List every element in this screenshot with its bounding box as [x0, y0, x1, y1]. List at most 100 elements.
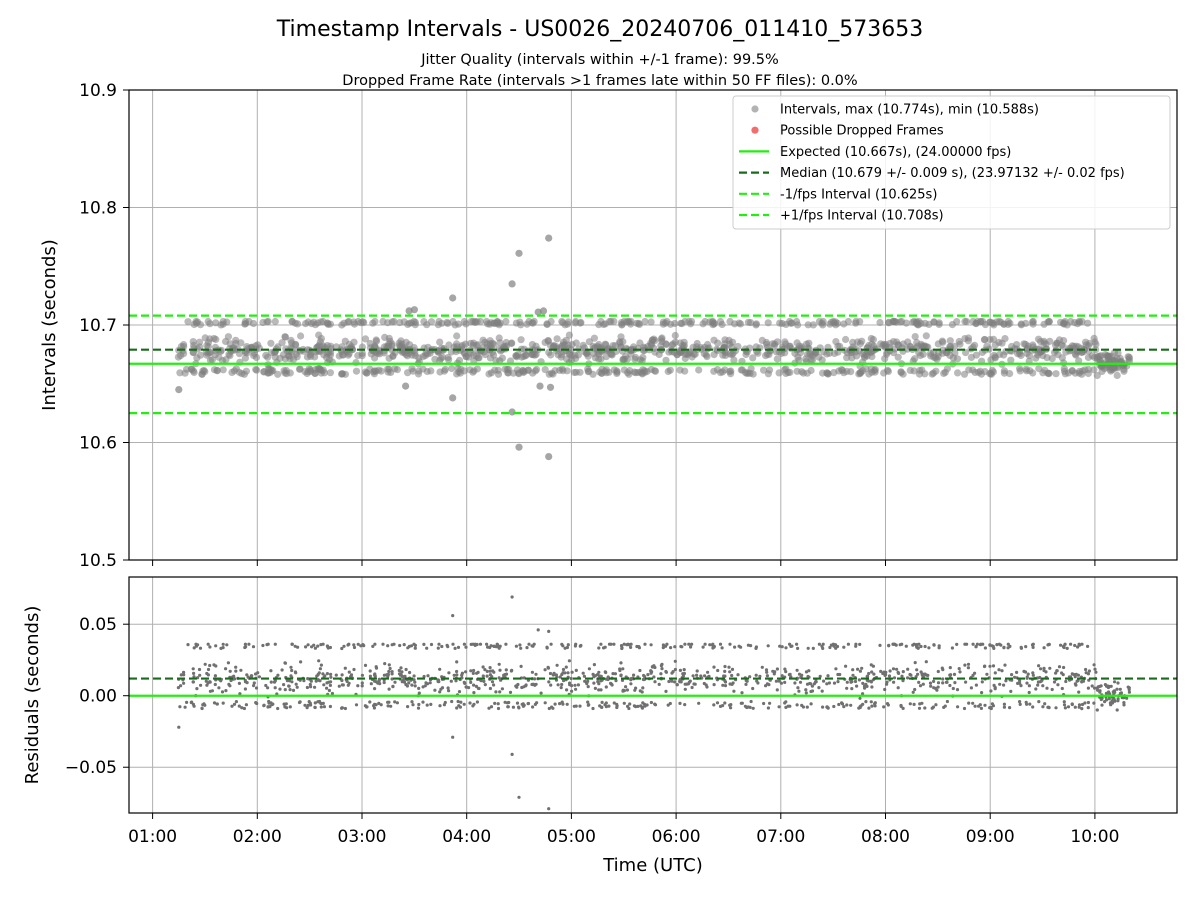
residual-point — [457, 690, 462, 694]
residual-point — [290, 642, 294, 646]
residual-point — [178, 705, 182, 709]
residual-point — [928, 681, 933, 685]
residual-point — [535, 701, 539, 705]
residual-point — [346, 643, 350, 647]
interval-point — [509, 369, 517, 377]
residual-point — [316, 700, 320, 704]
residual-point — [697, 701, 701, 705]
residual-point — [1080, 707, 1084, 711]
residual-point — [948, 673, 952, 677]
residual-point — [1062, 700, 1066, 704]
residual-point — [509, 669, 513, 673]
residual-point — [683, 687, 687, 691]
residuals-axes-frame — [128, 576, 1178, 814]
residual-point — [1024, 645, 1028, 649]
residual-point — [810, 684, 815, 688]
interval-point — [671, 319, 679, 328]
interval-point — [1072, 351, 1080, 359]
residual-point — [784, 646, 788, 650]
residual-point — [570, 689, 574, 693]
residual-point — [422, 674, 426, 679]
interval-point — [859, 367, 867, 375]
residual-point — [1013, 675, 1017, 679]
interval-point — [972, 351, 981, 359]
residual-outlier-point — [177, 725, 181, 729]
residual-point — [464, 645, 468, 649]
residual-point — [845, 680, 849, 684]
residual-point — [473, 642, 477, 646]
residual-point — [360, 681, 364, 685]
residual-point — [458, 705, 462, 709]
residual-point — [1080, 679, 1084, 683]
residual-point — [1036, 683, 1040, 687]
residual-point — [323, 674, 327, 678]
residual-point — [340, 646, 344, 651]
residual-point — [1086, 700, 1090, 705]
residual-point — [712, 665, 716, 669]
residual-point — [827, 681, 832, 685]
interval-point — [263, 318, 271, 326]
interval-point — [529, 369, 537, 377]
residual-point — [1045, 686, 1049, 690]
residual-point — [641, 686, 645, 690]
residual-point — [627, 643, 631, 647]
residual-point — [673, 680, 677, 684]
residual-point — [683, 703, 687, 707]
residual-point — [1025, 676, 1029, 680]
residual-point — [906, 676, 910, 680]
residual-point — [373, 687, 377, 691]
residual-point — [873, 701, 877, 705]
residual-point — [795, 642, 799, 646]
residual-point — [214, 644, 218, 648]
residuals-y-axis-label: Residuals (seconds) — [22, 606, 43, 785]
residual-point — [967, 701, 971, 705]
residual-point — [449, 679, 453, 683]
interval-point — [760, 366, 768, 374]
residual-point — [804, 691, 808, 695]
interval-point — [897, 368, 905, 376]
residual-point — [599, 679, 603, 683]
residual-point — [410, 700, 414, 704]
residual-point — [860, 666, 864, 670]
residual-point — [649, 700, 654, 705]
residual-point — [270, 703, 274, 707]
residual-point — [468, 701, 472, 705]
residual-point — [675, 683, 679, 687]
residual-point — [666, 703, 670, 707]
interval-point — [971, 368, 979, 376]
residual-point — [1055, 669, 1059, 673]
residual-point — [779, 681, 784, 685]
residual-point — [290, 680, 294, 684]
interval-point — [953, 355, 962, 363]
residual-point — [1092, 663, 1096, 667]
intervals-plot: 10.9 10.8 10.7 10.6 10.5 Intervals (seconds)… — [39, 81, 1178, 571]
residual-point — [937, 646, 941, 650]
residual-point — [783, 667, 787, 671]
residual-point — [527, 642, 531, 646]
residual-point — [603, 703, 607, 707]
residual-point — [531, 682, 536, 686]
residual-point — [436, 678, 440, 682]
residual-point — [625, 688, 630, 692]
residual-point — [514, 644, 519, 648]
interval-point — [444, 353, 452, 362]
residual-point — [1039, 667, 1043, 671]
residual-point — [295, 685, 299, 689]
interval-point — [529, 350, 538, 358]
interval-point — [677, 319, 685, 327]
residual-point — [774, 679, 779, 683]
residual-point — [290, 668, 294, 673]
residual-point — [869, 680, 874, 684]
residual-point — [377, 679, 381, 683]
residual-point — [497, 676, 501, 680]
residual-point — [723, 680, 728, 684]
interval-point — [824, 370, 832, 378]
residual-point — [340, 673, 344, 677]
residual-point — [1116, 697, 1120, 701]
residual-point — [400, 670, 404, 674]
interval-point — [619, 338, 627, 346]
interval-point — [479, 336, 487, 344]
residual-point — [340, 678, 344, 683]
residual-point — [979, 706, 984, 711]
interval-point — [271, 353, 279, 361]
